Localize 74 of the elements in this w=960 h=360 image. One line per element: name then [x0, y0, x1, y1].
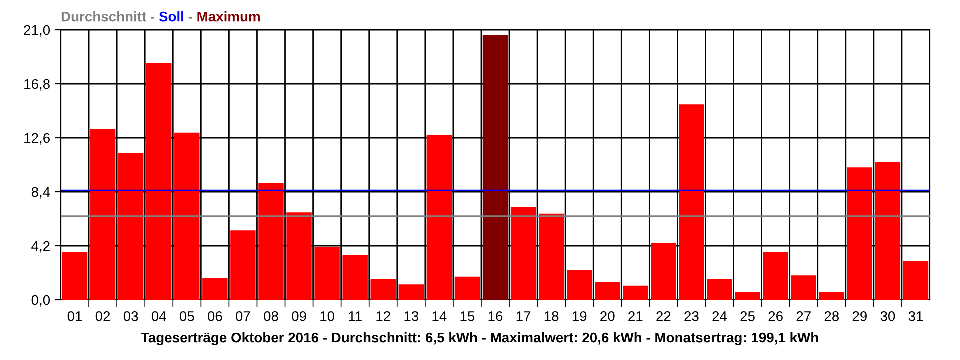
bar [791, 276, 816, 300]
x-tick-label: 26 [768, 311, 783, 322]
x-tick-label: 20 [600, 311, 615, 322]
x-tick-label: 02 [96, 311, 110, 322]
bar [258, 183, 284, 300]
ref-line-label: Soll [159, 12, 184, 22]
x-tick-label: 06 [208, 311, 222, 322]
bar [566, 270, 592, 300]
x-tick-label: 07 [236, 311, 250, 322]
bar [426, 135, 452, 300]
bar [651, 243, 676, 300]
x-tick-label: 10 [320, 311, 334, 322]
bar [230, 230, 256, 300]
bar [819, 292, 844, 300]
x-tick-label: 30 [880, 311, 896, 322]
y-tick-label: 21,0 [24, 25, 50, 37]
x-tick-label: 14 [432, 312, 447, 322]
x-tick-label: 11 [349, 312, 362, 322]
x-tick-label: 16 [488, 311, 503, 322]
y-tick-label: 8,4 [32, 187, 50, 199]
x-tick-label: 21 [628, 311, 643, 322]
bar [398, 284, 424, 300]
bar [707, 279, 732, 300]
x-tick-label: 18 [544, 311, 559, 322]
bar [623, 286, 648, 300]
x-tick-label: 23 [684, 311, 699, 322]
x-tick-label: 17 [516, 312, 531, 322]
x-tick-label: 12 [376, 311, 390, 322]
bar [903, 261, 929, 300]
x-tick-label: 27 [796, 311, 811, 322]
bar [342, 255, 368, 300]
bar [118, 153, 144, 300]
x-tick-label: 28 [824, 311, 840, 322]
x-tick-label: 22 [656, 311, 671, 322]
x-tick-label: 04 [152, 311, 166, 322]
text: Maximum [198, 12, 260, 22]
x-tick-label: 01 [68, 311, 82, 322]
x-tick-label: 13 [404, 311, 419, 322]
y-tick-label: 12,6 [24, 133, 50, 145]
bar [146, 63, 172, 300]
x-tick-label: 05 [180, 311, 194, 322]
y-tick-label: 4,2 [32, 241, 50, 253]
bar [62, 252, 88, 300]
bar [286, 212, 312, 300]
x-tick-label: 19 [572, 311, 587, 322]
x-tick-label: 08 [264, 311, 278, 322]
bar [370, 279, 396, 300]
x-tick-label: 09 [292, 311, 306, 322]
bar [875, 162, 901, 300]
x-tick-label: 03 [124, 311, 138, 322]
bar [595, 282, 620, 300]
text: - [151, 17, 155, 19]
bar [482, 35, 508, 300]
bar [174, 132, 200, 300]
text: - [188, 17, 192, 19]
bar [454, 276, 480, 300]
x-tick-label: 25 [740, 311, 755, 322]
y-tick-label: 16,8 [24, 79, 50, 91]
bar [679, 104, 704, 300]
text: Tageserträge Oktober 2016 - Durchschnitt: 6,5 kWh - Maximalwert: 20,6 kWh - Monatsertrag: 199,1 kWh [141, 332, 818, 346]
bar [314, 247, 340, 300]
ref-line-label: Durchschnitt [62, 12, 146, 22]
x-tick-label: 31 [908, 311, 924, 322]
bar [847, 168, 873, 300]
bar [763, 252, 788, 300]
x-tick-label: 15 [460, 312, 475, 322]
x-tick-label: 29 [852, 311, 867, 322]
bar [538, 214, 564, 300]
y-tick-label: 0,0 [32, 295, 50, 307]
bar [202, 278, 228, 300]
x-tick-label: 24 [712, 311, 728, 322]
bar [735, 292, 760, 300]
bar [510, 207, 536, 300]
bar [90, 129, 116, 300]
